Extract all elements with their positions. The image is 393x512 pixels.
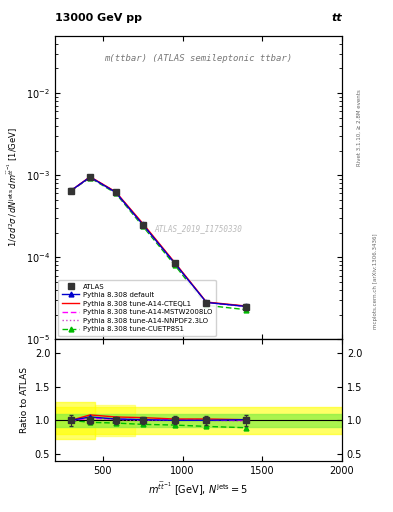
Text: ATLAS_2019_I1750330: ATLAS_2019_I1750330 (154, 224, 242, 233)
Text: Rivet 3.1.10, ≥ 2.8M events: Rivet 3.1.10, ≥ 2.8M events (357, 90, 362, 166)
X-axis label: $m^{\bar{t}\bar{t}^{-1}}$ [GeV], $N^{\rm jets} = 5$: $m^{\bar{t}\bar{t}^{-1}}$ [GeV], $N^{\rm… (149, 481, 248, 498)
Text: 13000 GeV pp: 13000 GeV pp (55, 13, 142, 23)
Y-axis label: Ratio to ATLAS: Ratio to ATLAS (20, 367, 29, 433)
Text: mcplots.cern.ch [arXiv:1306.3436]: mcplots.cern.ch [arXiv:1306.3436] (373, 234, 378, 329)
Y-axis label: $1/\sigma\,d^2\!\sigma\,/\,dN^{\rm jets}\,dm^{\bar{t}\bar{t}^{-1}}$ [1/GeV]: $1/\sigma\,d^2\!\sigma\,/\,dN^{\rm jets}… (6, 127, 20, 247)
Legend: ATLAS, Pythia 8.308 default, Pythia 8.308 tune-A14-CTEQL1, Pythia 8.308 tune-A14: ATLAS, Pythia 8.308 default, Pythia 8.30… (59, 280, 216, 336)
Text: tt: tt (331, 13, 342, 23)
Text: m(ttbar) (ATLAS semileptonic ttbar): m(ttbar) (ATLAS semileptonic ttbar) (105, 54, 292, 63)
